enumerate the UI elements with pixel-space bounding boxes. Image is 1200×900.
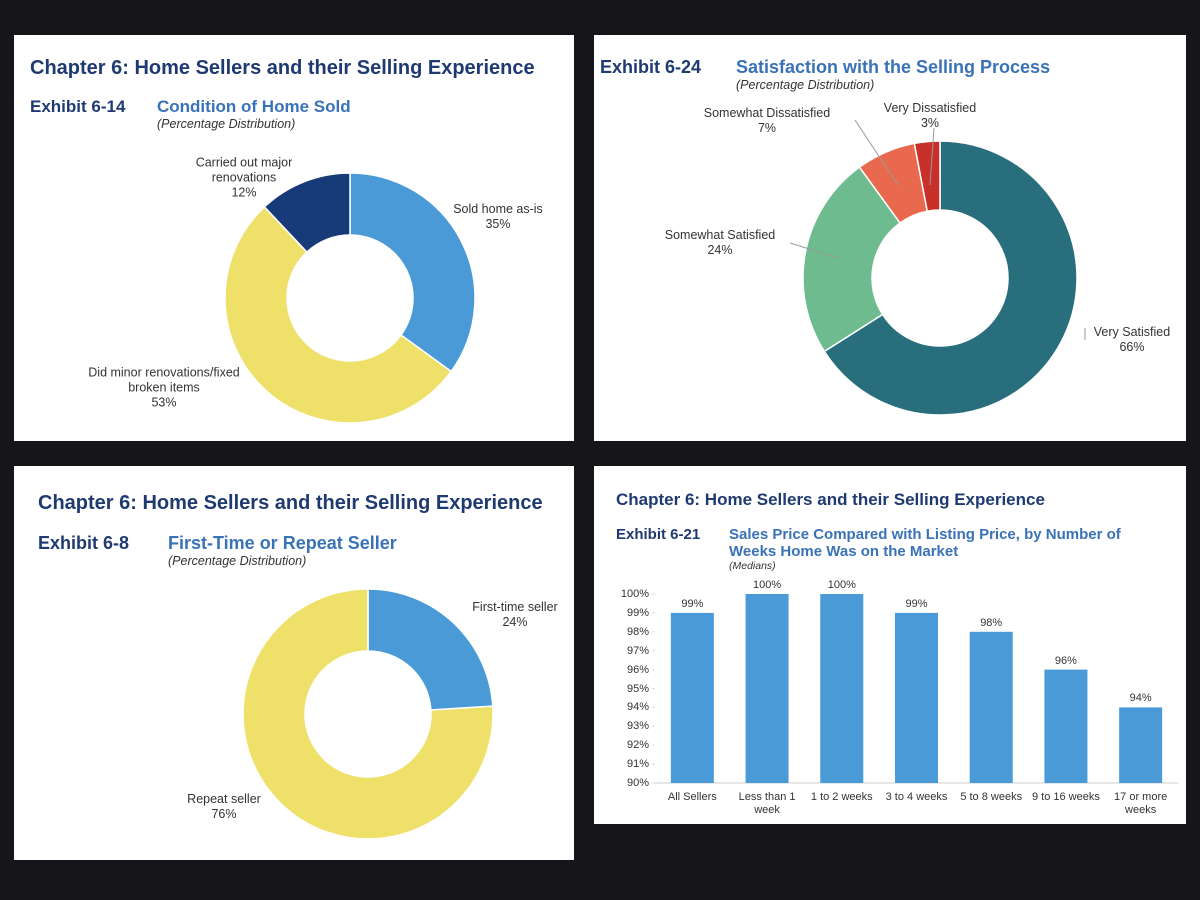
slice-label: Somewhat Satisfied 24%: [640, 228, 800, 258]
y-tick-label: 98%: [626, 625, 649, 638]
leader-line: [789, 242, 839, 259]
slice-value: 24%: [502, 615, 528, 629]
value-label: 100%: [752, 579, 782, 591]
y-tick-label: 92%: [626, 739, 649, 752]
bar: [745, 594, 789, 783]
slice-value: 76%: [211, 807, 237, 821]
bar: [1044, 669, 1088, 783]
chart-subtitle: Satisfaction with the Selling Process: [736, 57, 1051, 77]
chart-title: Chapter 6: Home Sellers and their Sellin…: [38, 492, 543, 514]
y-tick-label: 90%: [626, 777, 649, 789]
chart-title: Chapter 6: Home Sellers and their Sellin…: [616, 490, 1045, 509]
bar: [820, 594, 864, 783]
slice-name: Repeat seller: [187, 792, 261, 806]
chart-title: Chapter 6: Home Sellers and their Sellin…: [30, 57, 535, 79]
value-label: 96%: [1054, 654, 1077, 667]
donut-slice: [802, 166, 902, 353]
slice-name: Very Dissatisfied: [883, 101, 977, 115]
chart: [652, 593, 1178, 784]
chart-exhibit: Exhibit 6-8: [38, 533, 130, 553]
donut-slice: [367, 588, 494, 711]
donut-slice: [224, 205, 453, 424]
slice-label: Did minor renovations/fixed broken items…: [74, 366, 254, 411]
chart-panel: Exhibit 6-24 Satisfaction with the Sellin…: [594, 35, 1186, 441]
chart: [224, 172, 476, 424]
slice-name: Did minor renovations/fixed broken items: [88, 365, 240, 395]
slice-label: Sold home as-is 35%: [438, 202, 558, 232]
chart-note: (Medians): [729, 560, 776, 572]
slice-value: 53%: [151, 395, 177, 410]
bar: [895, 612, 938, 783]
value-label: 99%: [681, 597, 704, 610]
slice-name: Carried out major renovations: [195, 155, 293, 185]
chart-panel: Chapter 6: Home Sellers and their Sellin…: [14, 35, 574, 441]
y-tick-label: 91%: [626, 758, 649, 771]
donut-slice: [913, 140, 941, 213]
slice-value: 35%: [485, 217, 511, 231]
chart-note: (Percentage Distribution): [157, 117, 296, 131]
bar: [969, 631, 1013, 783]
slice-label: Carried out major renovations 12%: [179, 156, 309, 201]
slice-name: Sold home as-is: [453, 202, 543, 216]
slice-name: Somewhat Dissatisfied: [703, 106, 831, 120]
slice-value: 66%: [1119, 340, 1145, 354]
chart-exhibit: Exhibit 6-24: [600, 57, 702, 77]
y-tick-label: 94%: [626, 701, 649, 714]
chart-note: (Percentage Distribution): [168, 554, 307, 568]
slice-name: Very Satisfied: [1093, 325, 1171, 339]
chart-subtitle: Condition of Home Sold: [157, 97, 351, 116]
chart: [789, 119, 1086, 416]
x-tick-label: 1 to 2 weeks: [810, 791, 873, 803]
x-tick-label: 9 to 16 weeks: [1031, 791, 1100, 803]
slice-value: 7%: [757, 121, 777, 135]
donut-slice: [242, 588, 494, 840]
value-label: 98%: [980, 616, 1003, 629]
slice-label: Somewhat Dissatisfied 7%: [682, 106, 852, 136]
slice-name: First-time seller: [472, 600, 558, 614]
x-tick-label: Less than 1 week: [738, 791, 796, 817]
slice-value: 3%: [920, 116, 940, 130]
bar: [1119, 707, 1163, 783]
x-tick-label: 5 to 8 weeks: [960, 791, 1023, 803]
donut-slice: [263, 172, 351, 254]
donut-slice: [823, 140, 1078, 416]
y-tick-label: 100%: [620, 588, 649, 600]
x-tick-label: 3 to 4 weeks: [885, 791, 948, 803]
value-label: 94%: [1129, 692, 1152, 705]
chart-exhibit: Exhibit 6-14: [30, 97, 126, 116]
value-label: 100%: [827, 579, 856, 591]
chart-subtitle: Sales Price Compared with Listing Price,…: [729, 526, 1121, 561]
bar: [670, 612, 714, 783]
chart-panel: Chapter 6: Home Sellers and their Sellin…: [594, 466, 1186, 824]
chart-exhibit: Exhibit 6-21: [616, 526, 701, 543]
donut-slice: [349, 172, 476, 373]
slice-label: Repeat seller 76%: [164, 792, 284, 822]
y-tick-label: 99%: [626, 606, 649, 619]
x-tick-label: 17 or more weeks: [1114, 791, 1168, 817]
y-tick-label: 95%: [626, 682, 649, 695]
chart-panel: Chapter 6: Home Sellers and their Sellin…: [14, 466, 574, 860]
chart: [242, 588, 494, 840]
x-tick-label: All Sellers: [667, 791, 717, 803]
slice-value: 12%: [231, 185, 257, 200]
leader-line: [854, 119, 899, 186]
y-tick-label: 93%: [626, 720, 649, 733]
chart-note: (Percentage Distribution): [736, 78, 875, 92]
chart-subtitle: First-Time or Repeat Seller: [168, 533, 397, 553]
y-tick-label: 96%: [626, 663, 649, 676]
y-tick-label: 97%: [626, 644, 649, 657]
slice-label: First-time seller 24%: [455, 600, 574, 630]
slice-name: Somewhat Satisfied: [664, 228, 776, 242]
slice-label: Very Dissatisfied 3%: [865, 101, 995, 131]
slice-label: Very Satisfied 66%: [1072, 325, 1186, 355]
slice-value: 24%: [707, 243, 733, 257]
value-label: 99%: [905, 597, 928, 610]
leader-line: [929, 127, 935, 186]
